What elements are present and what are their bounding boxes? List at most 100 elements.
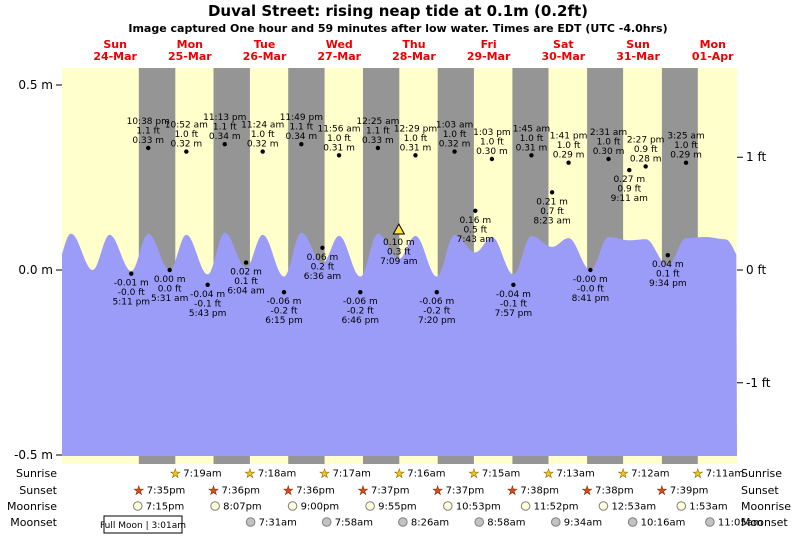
moonset-circle-icon [550, 517, 561, 527]
current-tide-marker-icon [392, 222, 406, 235]
moonset-circle-icon [627, 517, 638, 527]
moonrise-entry: 10:53pm [443, 501, 501, 513]
tide-annotation-line: -0.01 m [114, 279, 149, 289]
tide-annotation-line: -0.0 ft [118, 288, 145, 298]
tide-annotation-line: 5:11 pm [113, 298, 151, 308]
day-label-date: 30-Mar [542, 50, 586, 63]
moonrise-entry: 9:00pm [287, 501, 339, 513]
tide-annotation-line: 1:41 pm [550, 132, 588, 142]
day-label-date: 28-Mar [392, 50, 436, 63]
tide-annotation-line: 1.0 ft [443, 130, 467, 140]
day-label-name: Mon [700, 38, 726, 51]
tide-annotation-line: 11:56 am [317, 124, 360, 134]
tide-point-dot [260, 149, 265, 154]
tide-annotation-low: 0.27 m0.9 ft9:11 am [611, 167, 648, 204]
moonrise-row-label-left: Moonrise [7, 500, 57, 513]
tide-annotation-line: 0.28 m [630, 154, 662, 164]
moonset-row-label-left: Moonset [10, 516, 57, 529]
day-label-name: Mon [177, 38, 203, 51]
sunset-time: 7:36pm [296, 486, 335, 497]
tide-point-dot [281, 290, 287, 295]
tide-annotation-line: 3:25 am [667, 132, 704, 142]
tide-annotation-line: 1.0 ft [520, 134, 544, 144]
day-label-name: Thu [402, 38, 425, 51]
tide-annotation-high: 12:29 pm1.0 ft0.31 m [394, 124, 437, 158]
y-axis-label-left: 0.0 m [18, 263, 53, 277]
moonset-circle-icon [245, 517, 256, 527]
sunrise-row-label-right: Sunrise [741, 467, 782, 480]
tide-annotation-line: 6:04 am [227, 287, 264, 297]
moonset-entry: 11:05am [705, 517, 763, 529]
sunrise-star-icon: ★ [394, 467, 405, 481]
tide-annotation-high: 11:56 am1.0 ft0.31 m [317, 124, 361, 158]
sunrise-star-icon: ★ [245, 467, 256, 481]
y-axis-label-right: 0 ft [746, 263, 766, 277]
sunrise-time: 7:15am [482, 469, 520, 480]
tide-annotation-line: 11:13 pm [203, 113, 246, 123]
tide-annotation-low: -0.00 m-0.0 ft8:41 pm [572, 267, 609, 304]
moonrise-circle-icon [365, 501, 375, 511]
tide-annotation-high: 12:25 am1.1 ft0.33 m [356, 117, 399, 151]
tide-annotation-line: 0.33 m [132, 136, 164, 146]
moonset-time: 7:58am [335, 518, 373, 529]
tide-point-dot [511, 282, 516, 287]
tide-annotation-line: 1.0 ft [404, 134, 428, 144]
sunset-entry: ★ 7:38pm [507, 483, 559, 498]
moonrise-circle-icon [598, 501, 609, 511]
tide-point-dot [129, 271, 134, 276]
sunset-entry: ★ 7:39pm [656, 483, 708, 498]
tide-annotation-line: 0.1 ft [656, 270, 680, 280]
tide-annotation-line: 0.31 m [400, 143, 432, 153]
tide-annotation-line: 1.0 ft [557, 141, 581, 151]
moonset-time: 9:34am [564, 518, 602, 529]
tide-annotation-line: 1.1 ft [213, 123, 237, 133]
sunrise-time: 7:13am [556, 469, 594, 480]
tide-annotation-low: -0.04 m-0.1 ft7:57 pm [495, 282, 533, 319]
tide-annotation-line: 0.06 m [307, 253, 339, 263]
sunrise-star-icon: ★ [618, 467, 629, 481]
tide-annotation-line: 12:29 pm [394, 124, 437, 134]
tide-annotation-line: -0.06 m [419, 297, 454, 307]
y-axis-label-left: 0.5 m [18, 78, 53, 92]
tide-point-dot [489, 156, 495, 162]
moonset-circle-icon [321, 517, 332, 527]
tide-annotation-low: -0.06 m-0.2 ft6:15 pm [265, 290, 303, 326]
tide-annotation-high: 1:03 pm1.0 ft0.30 m [473, 128, 511, 162]
day-label-name: Sat [553, 38, 574, 51]
tide-annotation-low: 0.02 m0.1 ft6:04 am [227, 260, 265, 297]
tide-annotation-line: -0.2 ft [423, 307, 450, 317]
tide-annotation-low: 0.10 m0.3 ft7:09 am [380, 222, 418, 267]
day-label-date: 01-Apr [692, 50, 734, 63]
moonset-entry: 8:58am [474, 517, 526, 529]
sunset-entry: ★ 7:36pm [208, 483, 260, 498]
tide-annotation-line: 0.32 m [439, 140, 471, 150]
sunset-row-label-right: Sunset [741, 484, 779, 497]
tide-annotation-low: 0.00 m0.0 ft5:31 am [151, 267, 188, 304]
sunset-star-icon: ★ [133, 484, 144, 498]
tide-annotation-low: -0.06 m-0.2 ft7:20 pm [418, 290, 456, 326]
moonrise-entry: 1:53am [676, 501, 728, 513]
tide-annotation-line: -0.06 m [343, 297, 378, 307]
moonset-time: 8:58am [487, 518, 525, 529]
moonrise-entry: 7:15pm [132, 501, 184, 513]
tide-annotation-line: 1.0 ft [480, 138, 504, 148]
sunrise-entry: ★ 7:13am [543, 466, 595, 481]
sunrise-star-icon: ★ [170, 467, 181, 481]
tide-annotation-high: 1:41 pm1.0 ft0.29 m [550, 132, 588, 165]
moonset-entry: 7:31am [245, 517, 297, 529]
sunrise-star-icon: ★ [468, 467, 479, 481]
sunset-time: 7:37pm [446, 486, 485, 497]
tide-annotation-line: 0.1 ft [234, 277, 258, 287]
tide-annotation-line: -0.04 m [190, 290, 225, 300]
tide-point-dot [683, 160, 689, 165]
day-label-date: 27-Mar [317, 50, 361, 63]
tide-annotation-line: 0.02 m [230, 268, 262, 278]
tide-annotation-line: 0.04 m [652, 260, 684, 270]
tide-annotation-line: 7:57 pm [495, 309, 533, 319]
sunrise-time: 7:17am [333, 469, 371, 480]
tide-point-dot [473, 208, 478, 213]
tide-point-dot [358, 290, 363, 295]
tide-annotation-line: 1.0 ft [174, 130, 198, 140]
sunrise-star-icon: ★ [692, 467, 703, 481]
moonrise-entry: 9:55pm [365, 501, 417, 513]
